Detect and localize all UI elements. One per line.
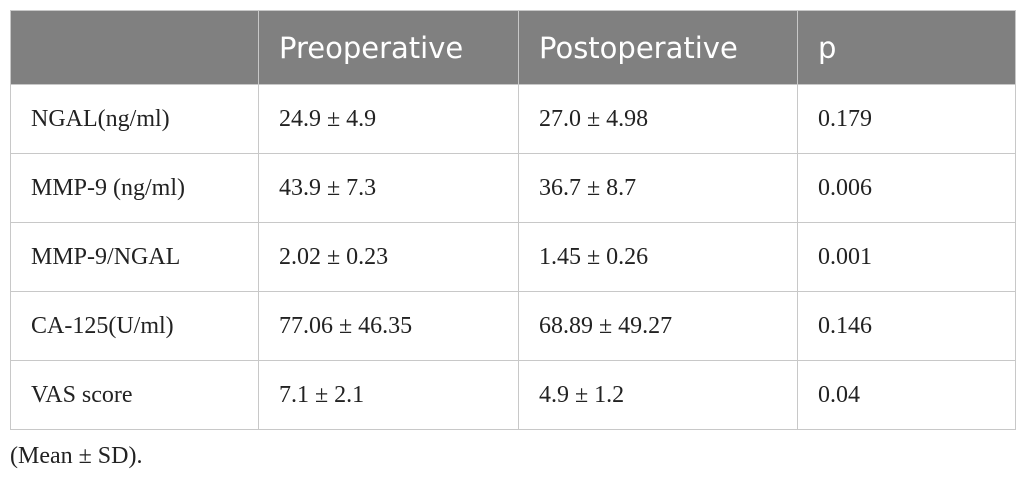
table-cell: 68.89 ± 49.27 [518,291,798,361]
table-row: CA-125(U/ml) 77.06 ± 46.35 68.89 ± 49.27 0.… [10,291,1016,361]
table-cell: 4.9 ± 1.2 [518,360,798,430]
table-cell: 0.146 [797,291,1016,361]
caption: (Mean ± SD). [10,443,143,469]
table-row: NGAL(ng/ml) 24.9 ± 4.9 27.0 ± 4.98 0.179 [10,84,1016,154]
table-cell: MMP-9/NGAL [10,222,259,292]
header-cell [10,10,259,85]
header-cell: p [797,10,1016,85]
table-cell: 77.06 ± 46.35 [258,291,519,361]
data-table: Preoperative Postoperative p NGAL(ng/ml) 24… [10,10,1016,430]
table-cell: 43.9 ± 7.3 [258,153,519,223]
table-cell: 0.001 [797,222,1016,292]
table-cell: 0.04 [797,360,1016,430]
table-cell: 36.7 ± 8.7 [518,153,798,223]
table-cell: CA-125(U/ml) [10,291,259,361]
table-cell: 0.179 [797,84,1016,154]
table-cell: 24.9 ± 4.9 [258,84,519,154]
table-cell: 7.1 ± 2.1 [258,360,519,430]
table-cell: 0.006 [797,153,1016,223]
header-row: Preoperative Postoperative p [10,10,1016,85]
table-body: NGAL(ng/ml) 24.9 ± 4.9 27.0 ± 4.98 0.179 MMP… [10,84,1016,430]
table-cell: NGAL(ng/ml) [10,84,259,154]
table-cell: 1.45 ± 0.26 [518,222,798,292]
header-cell: Postoperative [518,10,798,85]
header-cell: Preoperative [258,10,519,85]
table-row: VAS score 7.1 ± 2.1 4.9 ± 1.2 0.04 [10,360,1016,430]
table-cell: VAS score [10,360,259,430]
table-row: MMP-9/NGAL 2.02 ± 0.23 1.45 ± 0.26 0.001 [10,222,1016,292]
table-row: MMP-9 (ng/ml) 43.9 ± 7.3 36.7 ± 8.7 0.006 [10,153,1016,223]
table-cell: 27.0 ± 4.98 [518,84,798,154]
table-cell: MMP-9 (ng/ml) [10,153,259,223]
table-cell: 2.02 ± 0.23 [258,222,519,292]
